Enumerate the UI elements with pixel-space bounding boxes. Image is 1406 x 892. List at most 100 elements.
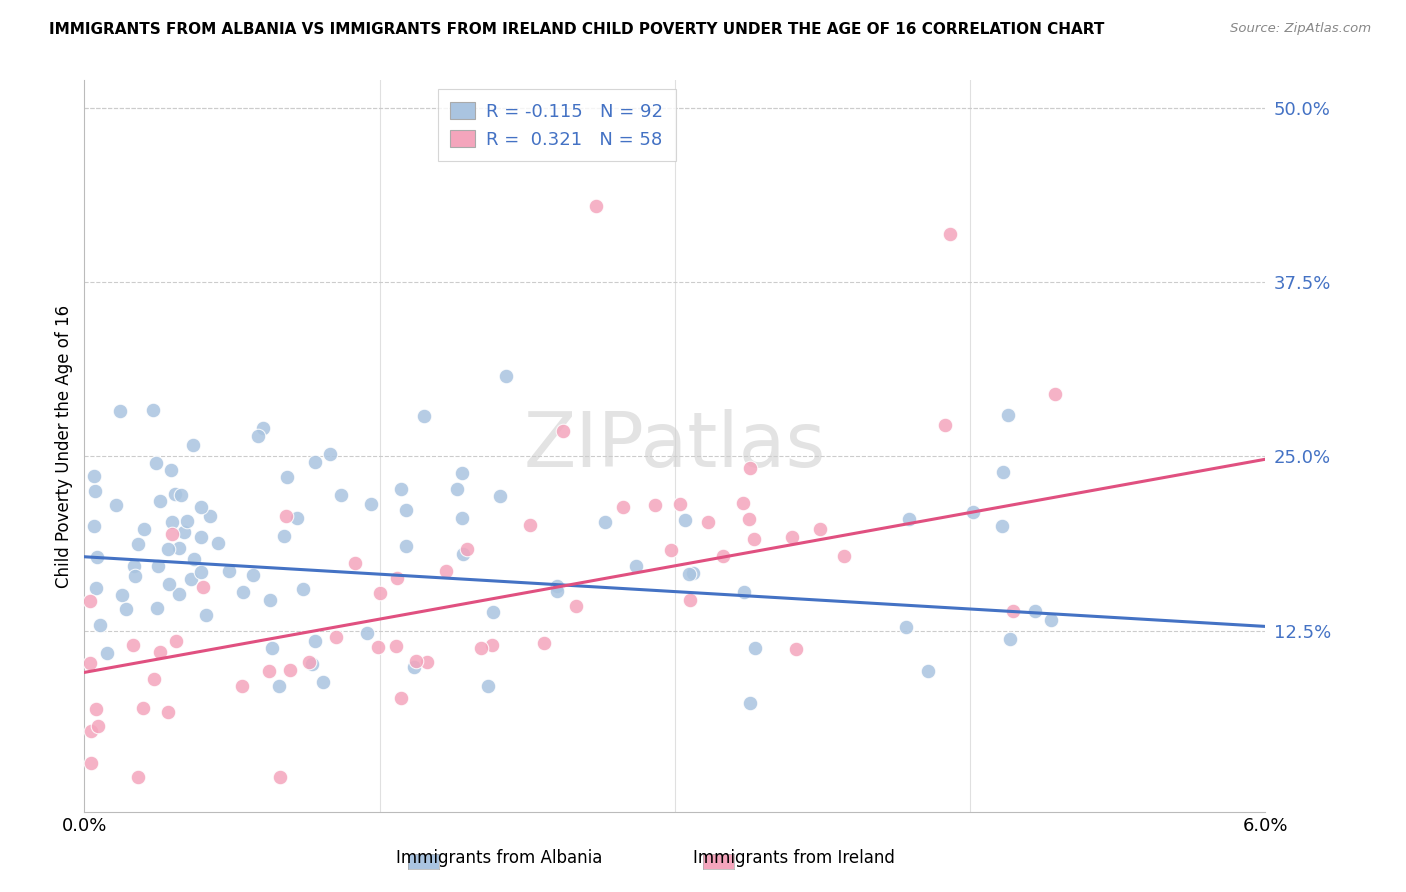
Point — [917, 664, 939, 678]
Point — [160, 526, 183, 541]
Point — [183, 552, 205, 566]
Point — [1039, 613, 1062, 627]
Point — [451, 547, 474, 561]
Y-axis label: Child Poverty Under the Age of 16: Child Poverty Under the Age of 16 — [55, 304, 73, 588]
Point — [190, 565, 212, 579]
Point — [782, 530, 804, 544]
Point — [127, 537, 149, 551]
Point — [146, 601, 169, 615]
Point — [415, 655, 437, 669]
Point — [733, 585, 755, 599]
Point — [291, 582, 314, 597]
Point — [482, 605, 505, 619]
Point — [79, 657, 101, 671]
Point — [127, 770, 149, 784]
Point — [1024, 604, 1046, 618]
Point — [304, 455, 326, 469]
Point — [810, 523, 832, 537]
Point — [122, 559, 145, 574]
Legend: R = -0.115   N = 92, R =  0.321   N = 58: R = -0.115 N = 92, R = 0.321 N = 58 — [437, 89, 676, 161]
Point — [260, 640, 283, 655]
Point — [737, 512, 759, 526]
Point — [624, 559, 647, 574]
Point — [387, 571, 409, 585]
Point — [551, 424, 574, 438]
Point — [413, 409, 436, 424]
Point — [269, 770, 291, 784]
Text: Immigrants from Albania: Immigrants from Albania — [396, 849, 602, 867]
Point — [744, 641, 766, 656]
Point — [159, 463, 181, 477]
Point — [86, 550, 108, 565]
Point — [451, 511, 474, 525]
Point — [285, 511, 308, 525]
Point — [319, 447, 342, 461]
Point — [157, 542, 180, 557]
Point — [385, 640, 408, 654]
Point — [276, 508, 298, 523]
Point — [481, 638, 503, 652]
Point — [86, 719, 108, 733]
Point — [738, 696, 761, 710]
Point — [169, 586, 191, 600]
Point — [273, 528, 295, 542]
Point — [84, 702, 107, 716]
Point — [165, 486, 187, 500]
Point — [84, 483, 107, 498]
Point — [84, 581, 107, 595]
Point — [267, 679, 290, 693]
Point — [170, 488, 193, 502]
Point — [939, 227, 962, 241]
Point — [489, 489, 512, 503]
Point — [343, 556, 366, 570]
Point — [149, 494, 172, 508]
Point — [370, 585, 392, 599]
Point — [259, 592, 281, 607]
Point — [83, 468, 105, 483]
Text: ZIPatlas: ZIPatlas — [523, 409, 827, 483]
Point — [207, 535, 229, 549]
Point — [832, 549, 855, 563]
Point — [198, 508, 221, 523]
Point — [96, 646, 118, 660]
Point — [389, 690, 412, 705]
Point — [304, 633, 326, 648]
Point — [124, 569, 146, 583]
Point — [1043, 387, 1066, 401]
Point — [519, 518, 541, 533]
Point — [991, 465, 1014, 479]
Point — [678, 566, 700, 581]
Point — [395, 502, 418, 516]
Point — [146, 558, 169, 573]
Point — [934, 418, 956, 433]
Point — [565, 599, 588, 613]
Point — [731, 496, 754, 510]
Point — [434, 564, 457, 578]
Point — [110, 404, 132, 418]
Point — [257, 665, 280, 679]
Point — [80, 756, 103, 770]
Point — [713, 549, 735, 563]
Point — [176, 514, 198, 528]
Point — [546, 583, 568, 598]
Point — [145, 456, 167, 470]
Point — [157, 576, 180, 591]
Point — [612, 500, 634, 515]
Point — [218, 564, 240, 578]
Point — [149, 645, 172, 659]
Point — [83, 519, 105, 533]
Point — [495, 369, 517, 384]
Point — [132, 522, 155, 536]
Point — [404, 660, 426, 674]
Point — [356, 625, 378, 640]
Point — [167, 541, 190, 555]
Point — [276, 470, 298, 484]
Point — [252, 421, 274, 435]
Point — [301, 657, 323, 671]
Point — [157, 705, 180, 719]
Point — [329, 488, 352, 502]
Point — [173, 524, 195, 539]
Point — [456, 541, 478, 556]
Point — [183, 438, 205, 452]
Point — [1001, 604, 1024, 618]
